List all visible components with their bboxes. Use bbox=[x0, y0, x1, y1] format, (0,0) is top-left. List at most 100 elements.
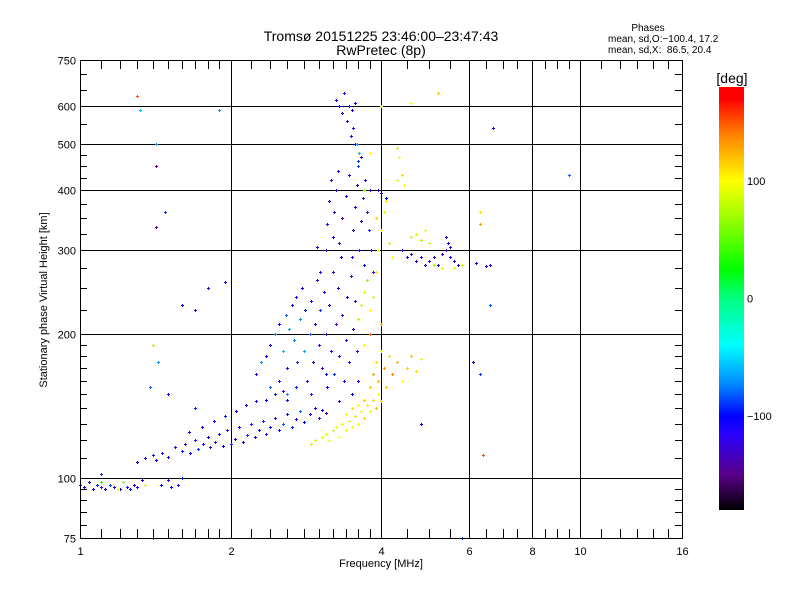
data-point bbox=[410, 102, 413, 105]
data-point bbox=[343, 380, 346, 383]
x-tick-labels: 1 2 4 6 8 10 16 bbox=[77, 546, 688, 558]
data-point bbox=[479, 223, 482, 226]
data-point bbox=[360, 156, 363, 159]
y-axis-label: Stationary phase Virtual Height [km] bbox=[38, 212, 50, 387]
data-point bbox=[369, 333, 372, 336]
data-point bbox=[401, 174, 404, 177]
data-point bbox=[363, 264, 366, 267]
data-point bbox=[338, 400, 341, 403]
data-point bbox=[184, 443, 187, 446]
x-axis-label: Frequency [MHz] bbox=[339, 558, 423, 570]
x-tick-label: 4 bbox=[378, 546, 384, 558]
data-point bbox=[341, 112, 344, 115]
data-point bbox=[335, 99, 338, 102]
y-tick-label: 500 bbox=[58, 140, 76, 152]
data-point bbox=[348, 174, 351, 177]
data-point bbox=[293, 339, 296, 342]
data-point bbox=[457, 264, 460, 267]
data-point bbox=[152, 454, 155, 457]
data-point bbox=[167, 456, 170, 459]
chart-title: Tromsø 20151225 23:46:00–23:47:43 bbox=[264, 28, 499, 44]
data-point bbox=[340, 256, 343, 259]
data-point bbox=[100, 473, 103, 476]
data-point bbox=[181, 304, 184, 307]
data-point bbox=[357, 160, 360, 163]
data-point bbox=[224, 415, 227, 418]
data-point bbox=[83, 486, 86, 489]
data-point bbox=[401, 249, 404, 252]
data-point bbox=[424, 264, 427, 267]
data-point bbox=[428, 260, 431, 263]
data-point bbox=[170, 486, 173, 489]
data-point bbox=[295, 418, 298, 421]
data-point bbox=[274, 333, 277, 336]
data-point bbox=[265, 433, 268, 436]
data-point bbox=[274, 393, 277, 396]
data-point bbox=[218, 433, 221, 436]
data-point bbox=[401, 380, 404, 383]
data-point bbox=[262, 420, 265, 423]
data-point bbox=[325, 373, 328, 376]
data-point bbox=[309, 333, 312, 336]
data-point bbox=[356, 143, 359, 146]
data-point bbox=[333, 373, 336, 376]
data-point bbox=[335, 323, 338, 326]
y-tick-labels: 75 100 200 300 400 500 600 750 bbox=[58, 56, 76, 546]
data-point bbox=[433, 264, 436, 267]
data-point bbox=[335, 189, 338, 192]
y-tick-label: 200 bbox=[58, 330, 76, 342]
data-point bbox=[328, 439, 331, 442]
data-point bbox=[254, 436, 257, 439]
data-point bbox=[278, 323, 281, 326]
data-point bbox=[303, 350, 306, 353]
data-point bbox=[230, 443, 233, 446]
data-point bbox=[332, 236, 335, 239]
data-point bbox=[406, 367, 409, 370]
data-point bbox=[160, 484, 163, 487]
data-point bbox=[415, 233, 418, 236]
data-point bbox=[356, 184, 359, 187]
data-point bbox=[360, 410, 363, 413]
data-point bbox=[278, 380, 281, 383]
data-point bbox=[369, 309, 372, 312]
data-point bbox=[360, 304, 363, 307]
data-point bbox=[258, 429, 261, 432]
data-point bbox=[433, 256, 436, 259]
data-point bbox=[326, 223, 329, 226]
data-point bbox=[330, 350, 333, 353]
data-point bbox=[181, 477, 184, 480]
data-point bbox=[88, 481, 91, 484]
data-point bbox=[291, 304, 294, 307]
data-point bbox=[312, 361, 315, 364]
data-point bbox=[356, 350, 359, 353]
data-point bbox=[377, 393, 380, 396]
colorbar-tick-label: 100 bbox=[747, 176, 765, 188]
data-point bbox=[291, 426, 294, 429]
data-point bbox=[189, 452, 192, 455]
plot-frame bbox=[80, 60, 683, 539]
data-point bbox=[420, 239, 423, 242]
data-point bbox=[375, 217, 378, 220]
data-point bbox=[242, 441, 245, 444]
data-point bbox=[357, 404, 360, 407]
data-point bbox=[139, 109, 142, 112]
data-point bbox=[352, 127, 355, 130]
data-point bbox=[362, 197, 365, 200]
data-point bbox=[391, 373, 394, 376]
y-tick-label: 400 bbox=[58, 186, 76, 198]
data-point bbox=[337, 170, 340, 173]
colorbar-tick-label: 0 bbox=[747, 294, 753, 306]
data-point bbox=[410, 355, 413, 358]
data-point bbox=[364, 179, 367, 182]
data-point bbox=[288, 328, 291, 331]
data-point bbox=[255, 373, 258, 376]
data-point bbox=[117, 488, 120, 491]
data-point bbox=[100, 481, 103, 484]
colorbar: [deg] 100 0 −100 bbox=[716, 70, 772, 510]
data-point bbox=[155, 143, 158, 146]
data-point bbox=[306, 380, 309, 383]
data-point bbox=[310, 300, 313, 303]
data-point bbox=[149, 386, 152, 389]
data-point bbox=[370, 249, 373, 252]
data-point bbox=[372, 296, 375, 299]
